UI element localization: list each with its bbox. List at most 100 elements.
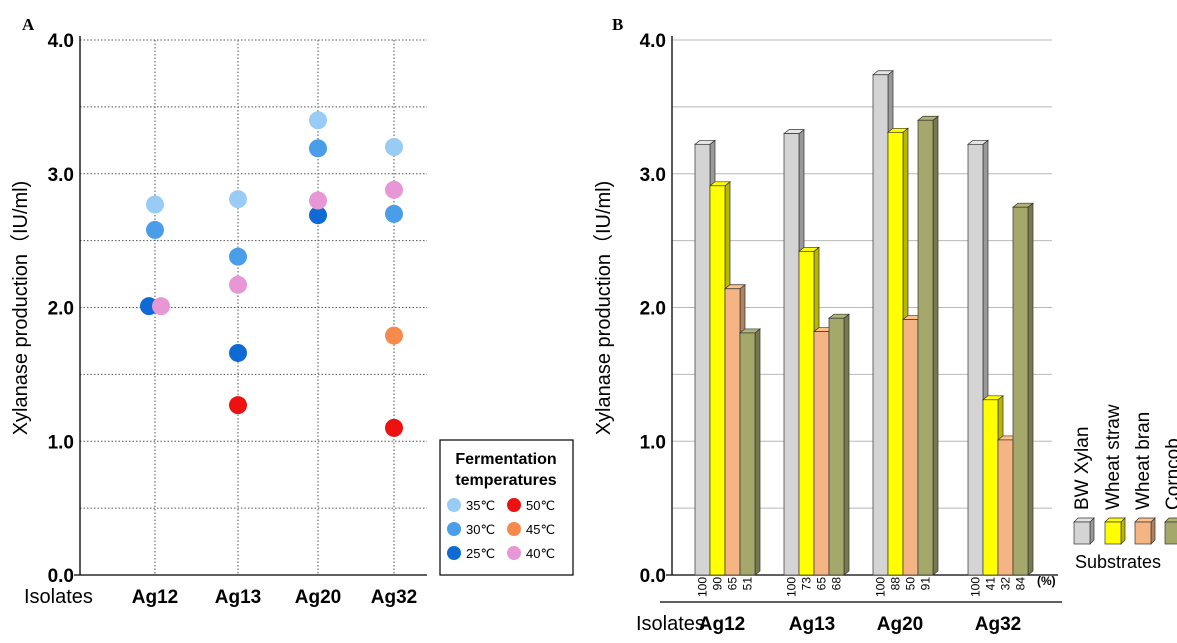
panel-a-legend-label: 35℃ [466,498,495,513]
panel-b-bar [917,119,934,576]
panel-a-legend: Fermentation temperatures 35℃ 50℃ 30℃ 45℃ 25… [439,439,574,576]
panel-b-legend-label: BW Xylan [1072,427,1093,510]
panel-a-y-tick-label: 0.0 [48,566,74,587]
panel-b-category-label: Ag20 [877,614,923,635]
panel-a-point [385,204,403,223]
panel-b-legend-swatch-top [1073,517,1095,523]
panel-a-legend-swatch [507,498,521,512]
panel-b-category-labels: Ag12 Ag13 Ag20 Ag32 [699,614,1021,635]
panel-b-percent-label: 91 [919,577,933,591]
panel-a-category-label: Ag13 [215,587,261,608]
panel-a-point [309,139,327,158]
panel-b-letter: B [612,15,623,34]
panel-b-percent-label: 84 [1014,577,1028,591]
panel-b-bar [709,185,726,576]
panel-a-point [229,343,247,362]
panel-a-legend-label: 25℃ [466,546,495,561]
panel-b-y-tick-label: 3.0 [640,165,666,186]
panel-a-legend-swatch [507,546,521,560]
panel-b-legend-swatch-side [1089,517,1095,545]
panel-b-percent-label: 41 [984,577,998,591]
panel-a-category-label: Ag20 [295,587,341,608]
panel-b-y-axis-label: Xylanase production（IU/ml) [592,181,615,436]
panel-b-x-axis-label: Isolates [636,613,705,635]
panel-a-category-labels: Ag12 Ag13 Ag20 Ag32 [132,587,417,608]
panel-a-legend-swatch [447,498,461,512]
panel-a-legend-entries: 35℃ 50℃ 30℃ 45℃ 25℃ 40℃ [447,498,555,561]
panel-b-bar [887,131,904,576]
panel-b-legend-swatch [1164,521,1177,545]
panel-a-point [309,206,327,225]
panel-b-percent-label: 68 [830,577,844,591]
panel-b-percent-label: 65 [726,577,740,591]
panel-b-legend: BW Xylan Wheat straw Wheat bran Corncob Sub… [1072,404,1177,572]
panel-b-legend-label: Corncob [1163,438,1177,510]
panel-a-category-label: Ag32 [371,587,417,608]
panel-b-y-tick-label: 4.0 [640,31,666,52]
panel-a-point [146,195,164,214]
panel-b-y-tick-labels: 0.0 1.0 2.0 3.0 4.0 [640,31,666,587]
panel-b-legend-swatch-side [1120,517,1126,545]
panel-b-bar [967,143,984,576]
panel-b-percent-label: 50 [904,577,918,591]
panel-b-legend-title: Substrates [1075,552,1161,572]
panel-a-point [229,190,247,209]
panel-b-percent-label: 51 [741,577,755,591]
panel-a-grid [80,39,427,575]
panel-b-bar [798,250,815,576]
panel-b-category-label: Ag13 [789,614,835,635]
panel-b-y-tick-label: 2.0 [640,299,666,320]
panel-a-point [229,275,247,294]
panel-a-y-tick-label: 3.0 [48,165,74,186]
panel-a-legend-swatch [447,522,461,536]
panel-a-point [385,418,403,437]
panel-b-percent-label: 100 [696,577,710,597]
panel-a-point [309,111,327,130]
panel-b-percent-label: 100 [785,577,799,597]
panel-b-bar-side [1027,202,1034,576]
panel-b-legend-swatch-top [1164,517,1177,523]
panel-b-legend-swatch-side [1150,517,1156,545]
panel-b-percent-label: 65 [815,577,829,591]
panel-a-legend-label: 40℃ [526,546,555,561]
panel-b-bar [1012,206,1029,576]
panel-b-bars [694,70,1034,576]
panel-a-scatter: A 0.0 1.0 2.0 3.0 4.0 Xylanase production（IU… [9,15,574,608]
panel-b-y-tick-label: 1.0 [640,432,666,453]
panel-b-bar-side [754,328,761,576]
panel-a-legend-label: 30℃ [466,522,495,537]
panel-a-legend-box [439,439,574,576]
panel-b-legend-swatch [1134,521,1152,545]
panel-b-legend-swatch [1104,521,1122,545]
panel-a-legend-label: 50℃ [526,498,555,513]
panel-b-percent-label: 100 [874,577,888,597]
panel-b-bar: B 0.0 1.0 2.0 3.0 4.0 Xylanase production（IU… [592,15,1177,635]
panel-a-y-tick-labels: 0.0 1.0 2.0 3.0 4.0 [48,31,74,587]
panel-b-bar [997,439,1014,576]
panel-a-legend-swatch [507,522,521,536]
panel-a-point [385,180,403,199]
panel-b-bar [828,317,845,576]
panel-b-bar [872,74,889,576]
panel-b-legend-swatch [1073,521,1091,545]
panel-a-category-label: Ag12 [132,587,178,608]
panel-b-percent-label: 32 [999,577,1013,591]
panel-b-bar [694,143,711,576]
panel-b-legend-label: Wheat bran [1133,412,1154,510]
panel-b-bar [724,288,741,576]
panel-b-bar-side [843,313,850,576]
panel-a-data-points [140,111,403,437]
panel-a-point [385,138,403,156]
panel-a-point [152,297,170,316]
panel-a-x-axis-label: Isolates [24,586,93,608]
panel-b-bar [902,319,919,576]
panel-a-y-tick-label: 4.0 [48,31,74,52]
panel-b-percent-label: 73 [800,577,814,591]
panel-b-category-label: Ag32 [975,614,1021,635]
panel-b-bar [813,331,830,576]
panel-a-axes [74,36,427,576]
panel-a-y-tick-label: 1.0 [48,432,74,453]
panel-b-percent-label: 90 [711,577,725,591]
panel-b-category-label: Ag12 [699,614,745,635]
panel-b-bar [739,332,756,576]
